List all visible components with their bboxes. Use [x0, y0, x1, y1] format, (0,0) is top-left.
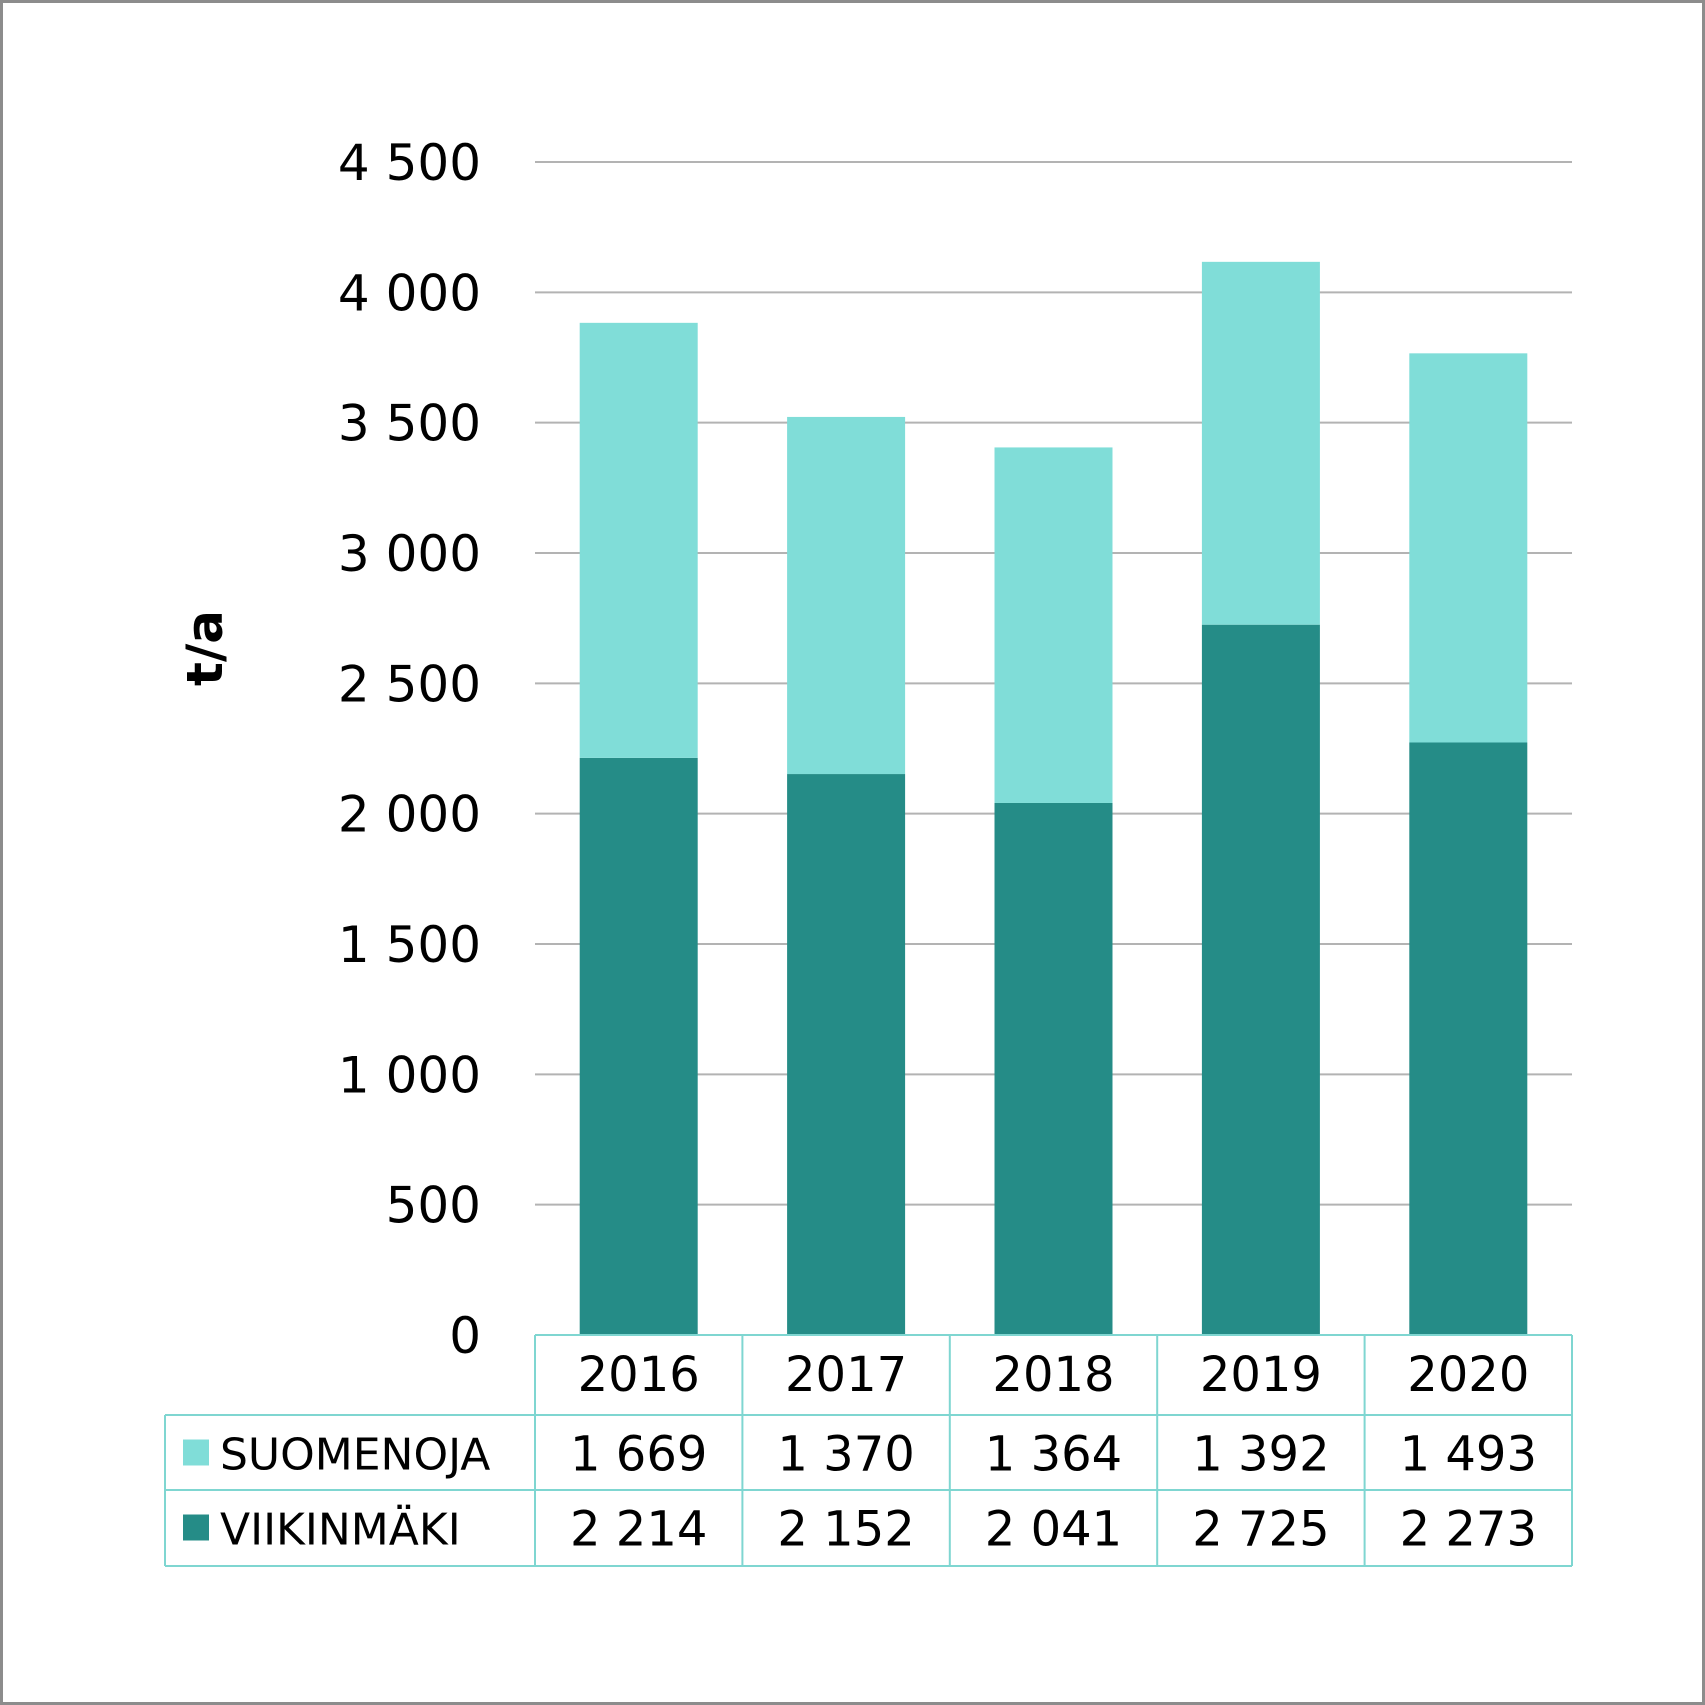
- table-value: 2 273: [1400, 1502, 1537, 1558]
- legend-swatch: [183, 1439, 209, 1466]
- y-tick-label: 1 000: [338, 1046, 481, 1104]
- x-category-label: 2020: [1407, 1347, 1529, 1403]
- table-value: 1 669: [570, 1427, 707, 1483]
- bar-segment-suomenoja: [994, 447, 1113, 803]
- table-value: 2 725: [1192, 1502, 1329, 1558]
- legend-swatch: [183, 1514, 209, 1541]
- data-table: 2016 2017 2018 2019 2020 SUOMENOJA 1 669 1 370 1…: [164, 1334, 1573, 1567]
- table-value: 1 370: [777, 1427, 914, 1483]
- y-tick-label: 2 000: [338, 786, 481, 844]
- legend-series-label: SUOMENOJA: [220, 1430, 490, 1481]
- y-tick-label: 4 000: [338, 264, 481, 322]
- y-axis-title: t/a: [176, 610, 234, 686]
- y-tick-label: 500: [386, 1177, 481, 1235]
- bar-segment-viikinmaki: [1409, 742, 1528, 1335]
- x-category-label: 2019: [1200, 1347, 1322, 1403]
- bar-segment-viikinmaki: [1201, 624, 1320, 1335]
- legend-series-label: VIIKINMÄKI: [220, 1504, 461, 1556]
- x-category-label: 2017: [785, 1347, 907, 1403]
- table-value: 1 493: [1400, 1427, 1537, 1483]
- bar-segment-suomenoja: [579, 322, 698, 758]
- y-tick-label: 3 000: [338, 525, 481, 583]
- y-tick-label: 0: [449, 1307, 481, 1365]
- bar-segment-suomenoja: [1409, 353, 1528, 743]
- x-category-label: 2016: [578, 1347, 700, 1403]
- y-axis-ticks: 0 500 1 000 1 500 2 000 2 500 3 000 3 500 4 000 4…: [338, 134, 481, 1365]
- bar-segment-viikinmaki: [787, 774, 906, 1335]
- bar-segment-suomenoja: [787, 416, 906, 775]
- bar-segment-suomenoja: [1201, 261, 1320, 625]
- table-value: 1 364: [985, 1427, 1122, 1483]
- y-tick-label: 3 500: [338, 395, 481, 453]
- table-value: 2 152: [777, 1502, 914, 1558]
- x-category-label: 2018: [992, 1347, 1114, 1403]
- table-value: 2 041: [985, 1502, 1122, 1558]
- bar-segment-viikinmaki: [579, 757, 698, 1335]
- y-tick-label: 1 500: [338, 916, 481, 974]
- table-value: 1 392: [1192, 1427, 1329, 1483]
- bar-segment-viikinmaki: [994, 802, 1113, 1335]
- y-tick-label: 2 500: [338, 655, 481, 713]
- y-tick-label: 4 500: [338, 134, 481, 192]
- bars: [579, 261, 1528, 1335]
- table-value: 2 214: [570, 1502, 707, 1558]
